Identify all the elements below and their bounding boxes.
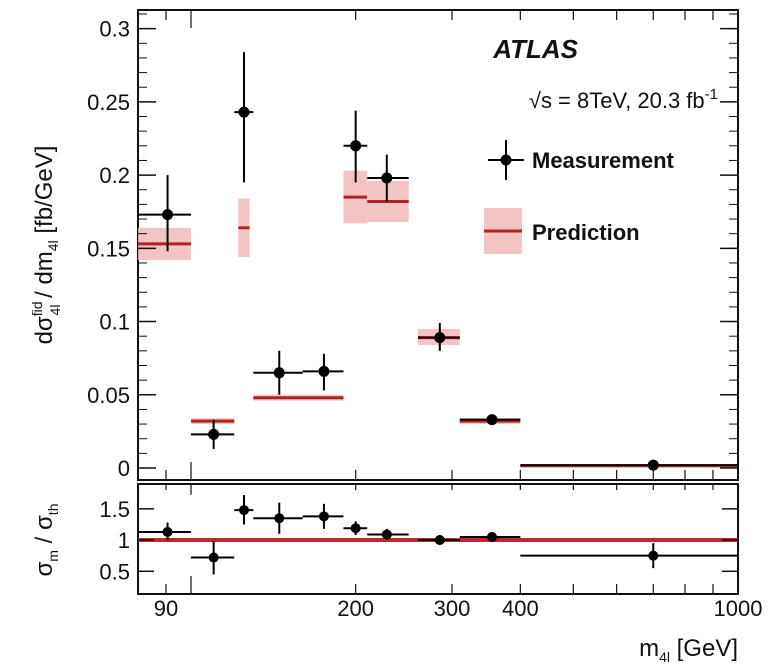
energy-lumi-text: √s = 8TeV, 20.3 fb xyxy=(529,88,705,113)
main-x-ticks xyxy=(137,10,739,480)
main-y-axis-label-part: / dm xyxy=(31,251,58,304)
measurement-point xyxy=(162,209,174,221)
main-y-tick-label: 0.3 xyxy=(99,17,130,42)
ratio-point xyxy=(350,523,361,534)
ratio-y-axis-label-part: th xyxy=(45,504,61,516)
measurement-point xyxy=(273,367,285,379)
main-y-tick-label: 0 xyxy=(118,456,130,481)
energy-lumi-label: √s = 8TeV, 20.3 fb-1 xyxy=(529,86,718,113)
ratio-y-axis-label-part: σ xyxy=(31,562,58,577)
main-y-axis-label-part: [fb/GeV] xyxy=(31,146,58,241)
ratio-y-tick-label: 1.5 xyxy=(99,497,130,522)
main-y-axis-label-part: 4l xyxy=(47,305,63,316)
ratio-point xyxy=(318,511,329,522)
main-y-tick-label: 0.15 xyxy=(87,236,130,261)
legend-measurement-label: Measurement xyxy=(532,148,675,173)
ratio-y-axis-label-part: m xyxy=(45,550,61,562)
experiment-label: ATLAS xyxy=(492,34,578,64)
ratio-y-axis-label: σm / σth xyxy=(31,504,61,577)
x-tick-label: 90 xyxy=(154,596,178,621)
main-y-axis-label-part: fid xyxy=(29,301,45,316)
x-axis-label-part: 4l xyxy=(659,649,670,665)
x-axis-label-part: [GeV] xyxy=(670,635,738,662)
measurement-point xyxy=(350,140,362,152)
x-axis-label-part: m xyxy=(639,635,659,662)
measurement-point xyxy=(381,172,393,184)
x-tick-label: 300 xyxy=(434,596,471,621)
ratio-point xyxy=(239,505,250,516)
main-plot-frame xyxy=(137,9,739,481)
prediction-bands xyxy=(138,170,738,468)
legend: Measurement Prediction xyxy=(484,140,675,254)
measurement-point xyxy=(434,332,446,344)
measurement-point xyxy=(486,414,498,426)
main-y-axis-label-part: dσ xyxy=(31,316,58,344)
ratio-point xyxy=(648,550,659,561)
main-y-ticks: 0 0.05 0.1 0.15 0.2 0.25 0.3 xyxy=(87,13,738,481)
measurement-point xyxy=(238,106,250,118)
x-tick-label: 1000 xyxy=(714,596,763,621)
ratio-point xyxy=(162,526,173,537)
ratio-point xyxy=(274,513,285,524)
ratio-points xyxy=(138,495,738,575)
ratio-x-ticks: 90 200 300 400 1000 xyxy=(137,484,763,621)
main-y-tick-label: 0.05 xyxy=(87,383,130,408)
ratio-y-ticks: 0.5 1 1.5 xyxy=(99,497,738,584)
main-y-tick-label: 0.25 xyxy=(87,90,130,115)
ratio-point xyxy=(381,529,392,540)
measurement-point xyxy=(208,428,220,440)
main-y-tick-label: 0.2 xyxy=(99,163,130,188)
measurement-point xyxy=(647,459,659,471)
main-y-tick-label: 0.1 xyxy=(99,310,130,335)
ratio-y-tick-label: 0.5 xyxy=(99,559,130,584)
ratio-y-tick-label: 1 xyxy=(118,528,130,553)
x-tick-label: 400 xyxy=(502,596,539,621)
energy-lumi-superscript: -1 xyxy=(705,86,718,103)
measurement-point xyxy=(318,365,330,377)
x-axis-label: m4l [GeV] xyxy=(639,635,738,665)
ratio-point xyxy=(208,552,219,563)
legend-prediction-label: Prediction xyxy=(532,220,640,245)
legend-measurement-point xyxy=(500,154,512,166)
x-tick-label: 200 xyxy=(337,596,374,621)
main-y-axis-label: dσfid 4l / dm4l [fb/GeV] xyxy=(29,146,63,345)
ratio-point xyxy=(486,531,497,542)
ratio-point xyxy=(434,535,445,546)
measurement-points xyxy=(138,52,738,471)
ratio-y-axis-label-part: / σ xyxy=(31,515,58,550)
main-y-axis-label-part: 4l xyxy=(45,240,61,251)
